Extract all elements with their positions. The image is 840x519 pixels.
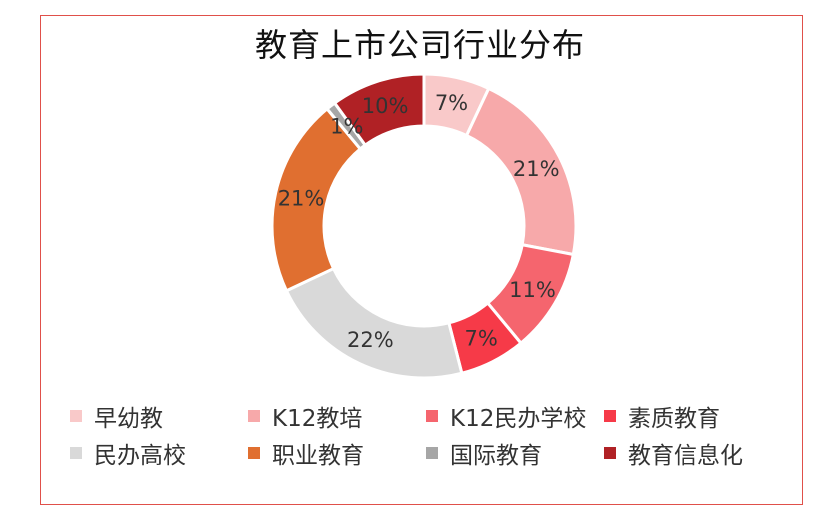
- slice-data-label: 22%: [347, 328, 394, 352]
- legend-swatch: [426, 446, 438, 459]
- legend-item: K12教培: [248, 399, 426, 433]
- slice-data-label: 7%: [435, 91, 468, 115]
- slice-data-label: 21%: [278, 187, 325, 211]
- slice-data-label: 10%: [362, 94, 409, 118]
- legend-swatch: [70, 446, 82, 459]
- legend-label: 民办高校: [94, 442, 186, 469]
- donut-slice: [332, 72, 426, 148]
- legend-item: 素质教育: [604, 399, 720, 433]
- legend-swatch: [248, 446, 260, 459]
- legend-swatch: [248, 409, 260, 422]
- chart-legend: 早幼教 K12教培 K12民办学校 素质教育 民办高校 职业教育 国际教育: [70, 397, 770, 471]
- legend-item: 国际教育: [426, 436, 604, 470]
- legend-item: 早幼教: [70, 399, 248, 433]
- legend-row: 早幼教 K12教培 K12民办学校 素质教育: [70, 397, 770, 434]
- legend-item: K12民办学校: [426, 399, 604, 433]
- legend-swatch: [426, 409, 438, 422]
- slice-data-label: 7%: [465, 326, 498, 350]
- slice-data-label: 1%: [330, 114, 363, 138]
- legend-label: K12民办学校: [450, 405, 587, 432]
- legend-label: 素质教育: [628, 405, 720, 432]
- legend-label: 早幼教: [94, 405, 163, 432]
- donut-slice: [284, 266, 464, 380]
- slice-data-label: 11%: [509, 278, 556, 302]
- legend-label: 教育信息化: [628, 442, 743, 469]
- chart-title: 教育上市公司行业分布: [254, 26, 585, 64]
- legend-item: 教育信息化: [604, 436, 743, 470]
- legend-swatch: [604, 446, 616, 459]
- legend-label: 国际教育: [450, 442, 542, 469]
- legend-item: 职业教育: [248, 436, 426, 470]
- legend-label: 职业教育: [272, 442, 364, 469]
- slice-data-label: 21%: [513, 157, 560, 181]
- legend-item: 民办高校: [70, 436, 248, 470]
- legend-label: K12教培: [272, 405, 363, 432]
- legend-row: 民办高校 职业教育 国际教育 教育信息化: [70, 434, 770, 471]
- legend-swatch: [604, 409, 616, 422]
- legend-swatch: [70, 409, 82, 422]
